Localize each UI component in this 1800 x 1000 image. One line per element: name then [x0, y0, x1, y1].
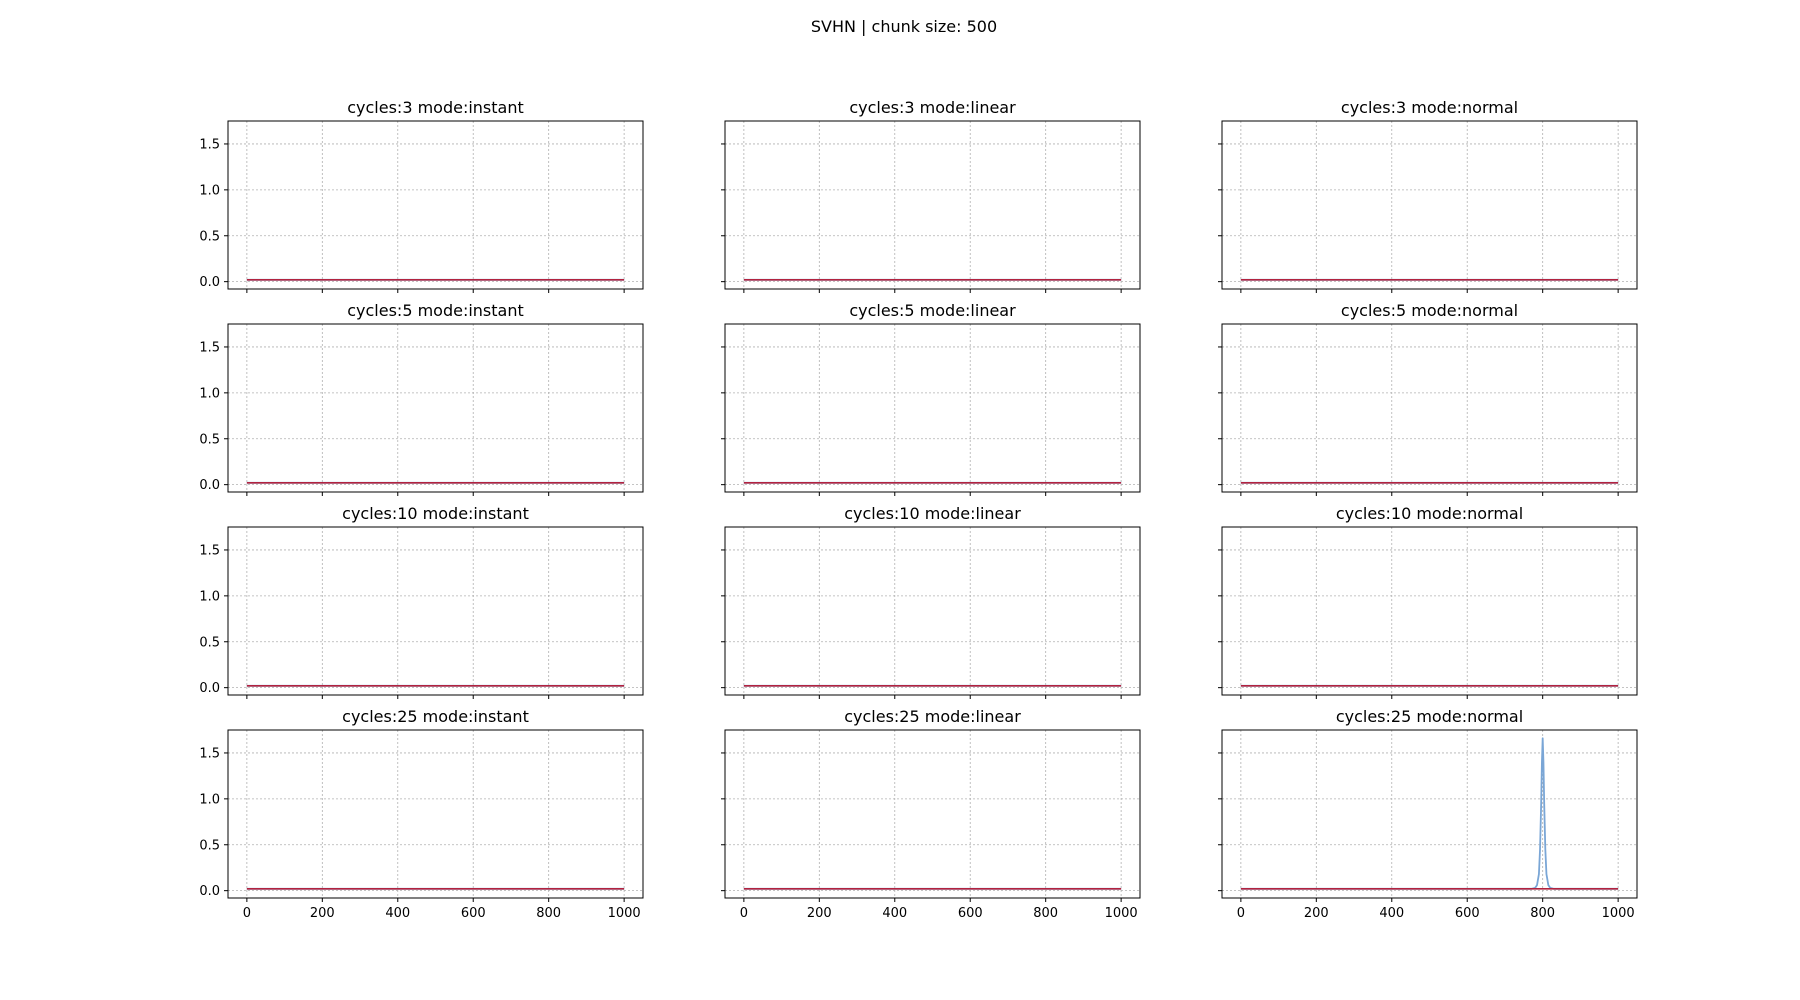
axes-frame	[227, 526, 644, 696]
x-tick-label: 200	[807, 906, 832, 921]
y-tick-label: 0.0	[199, 478, 220, 493]
x-tick-label: 1000	[1602, 906, 1635, 921]
x-tick-label: 0	[1237, 906, 1245, 921]
subplot-10: cycles:25 mode:instant 0 200 400 600 800 1000 0…	[199, 707, 644, 921]
axes-frame	[724, 323, 1141, 493]
subplot-title: cycles:25 mode:linear	[844, 707, 1021, 726]
series-line	[1240, 737, 1619, 890]
y-tick-label: 0.0	[199, 275, 220, 290]
y-tick-label: 1.0	[199, 183, 220, 198]
x-tick-label: 400	[1379, 906, 1404, 921]
y-tick-label: 0.5	[199, 838, 220, 853]
subplot-title: cycles:5 mode:instant	[347, 301, 524, 320]
subplot-1: cycles:3 mode:instant 0.0 0.5 1.0 1.5	[199, 98, 644, 293]
y-tick-label: 1.0	[199, 386, 220, 401]
subplot-8: cycles:10 mode:linear	[721, 504, 1141, 699]
x-tick-label: 600	[1455, 906, 1480, 921]
subplot-4: cycles:5 mode:instant 0.0 0.5 1.0 1.5	[199, 301, 644, 496]
y-tick-label: 1.0	[199, 792, 220, 807]
subplot-3: cycles:3 mode:normal	[1218, 98, 1638, 293]
x-tick-label: 600	[958, 906, 983, 921]
axes-frame	[1221, 729, 1638, 899]
x-tick-label: 800	[1530, 906, 1555, 921]
x-tick-label: 400	[385, 906, 410, 921]
subplot-grid: cycles:3 mode:instant0.00.51.01.5cycles:…	[199, 98, 1638, 921]
subplot-title: cycles:10 mode:instant	[342, 504, 529, 523]
subplot-title: cycles:3 mode:linear	[849, 98, 1016, 117]
subplot-7: cycles:10 mode:instant 0.0 0.5 1.0 1.5	[199, 504, 644, 699]
y-tick-label: 0.5	[199, 229, 220, 244]
subplot-11: cycles:25 mode:linear 0 200 400 600 800 1000	[721, 707, 1141, 921]
axes-frame	[1221, 526, 1638, 696]
y-tick-label: 0.5	[199, 635, 220, 650]
subplot-title: cycles:3 mode:normal	[1341, 98, 1518, 117]
subplot-title: cycles:10 mode:normal	[1336, 504, 1523, 523]
subplot-title: cycles:3 mode:instant	[347, 98, 524, 117]
subplot-9: cycles:10 mode:normal	[1218, 504, 1638, 699]
subplot-6: cycles:5 mode:normal	[1218, 301, 1638, 496]
subplot-2: cycles:3 mode:linear	[721, 98, 1141, 293]
subplot-title: cycles:25 mode:normal	[1336, 707, 1523, 726]
subplot-5: cycles:5 mode:linear	[721, 301, 1141, 496]
subplot-12: cycles:25 mode:normal 0 200 400 600 800 1000	[1218, 707, 1638, 921]
x-tick-label: 200	[1304, 906, 1329, 921]
x-tick-label: 800	[536, 906, 561, 921]
x-tick-label: 400	[882, 906, 907, 921]
figure-title: SVHN | chunk size: 500	[811, 17, 997, 36]
axes-frame	[227, 120, 644, 290]
y-tick-label: 0.5	[199, 432, 220, 447]
axes-frame	[227, 323, 644, 493]
y-tick-label: 1.5	[199, 137, 220, 152]
axes-frame	[724, 120, 1141, 290]
x-tick-label: 600	[461, 906, 486, 921]
x-tick-label: 1000	[608, 906, 641, 921]
y-tick-label: 1.0	[199, 589, 220, 604]
y-tick-label: 0.0	[199, 884, 220, 899]
y-tick-label: 1.5	[199, 746, 220, 761]
subplot-title: cycles:5 mode:normal	[1341, 301, 1518, 320]
subplot-title: cycles:25 mode:instant	[342, 707, 529, 726]
subplot-title: cycles:5 mode:linear	[849, 301, 1016, 320]
axes-frame	[1221, 323, 1638, 493]
axes-frame	[724, 729, 1141, 899]
x-tick-label: 0	[740, 906, 748, 921]
axes-frame	[724, 526, 1141, 696]
x-tick-label: 800	[1033, 906, 1058, 921]
x-tick-label: 200	[310, 906, 335, 921]
axes-frame	[227, 729, 644, 899]
subplot-title: cycles:10 mode:linear	[844, 504, 1021, 523]
y-tick-label: 0.0	[199, 681, 220, 696]
y-tick-label: 1.5	[199, 340, 220, 355]
x-tick-label: 0	[243, 906, 251, 921]
y-tick-label: 1.5	[199, 543, 220, 558]
x-tick-label: 1000	[1105, 906, 1138, 921]
axes-frame	[1221, 120, 1638, 290]
